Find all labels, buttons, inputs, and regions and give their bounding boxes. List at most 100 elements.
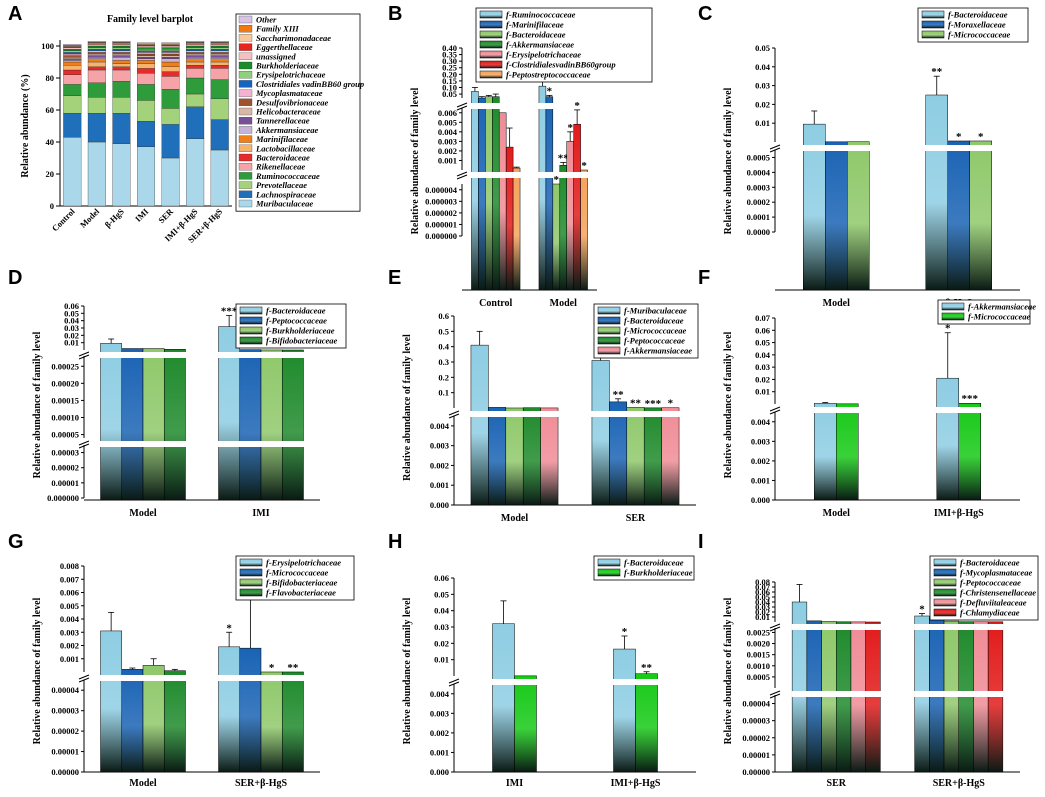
bar-break-gap [803,145,826,151]
legend-label: f-ClostridialesvadinBB60group [506,60,616,70]
stack-segment [211,99,229,120]
bar [492,97,499,290]
bar [948,141,970,290]
significance-label: * [547,85,553,97]
stack-segment [137,56,155,58]
bar-break-gap [958,691,974,697]
legend-swatch [240,589,262,596]
bar-break-gap [485,172,493,178]
panel-letter-c: C [698,3,712,25]
significance-label: *** [645,398,662,410]
legend-label: f-Bifidobacteriaceae [266,578,338,588]
y-tick-label: 0.003 [430,708,449,718]
stack-segment [88,41,106,42]
panel-d: D0.0000000.000010.000020.000030.000050.0… [8,267,346,519]
y-tick-label: 0.08 [755,577,770,587]
legend-swatch [239,200,252,207]
stack-segment [186,49,204,51]
bar [546,97,553,290]
bar-break-gap [239,441,261,447]
y-tick-label: 0.00004 [51,685,79,695]
bar-break-gap [492,172,500,178]
stack-segment [88,67,106,70]
legend-label: f-Flavobacteriaceae [266,588,336,598]
stack-segment [88,48,106,50]
bar-break-gap [635,679,658,685]
bar-break-gap [814,407,837,413]
stack-segment [88,52,106,54]
panel-letter-b: B [388,3,402,25]
stack-segment [137,49,155,51]
legend-swatch [239,34,252,41]
bar [636,674,658,772]
bar-break-gap [792,691,808,697]
legend-swatch [934,589,956,596]
legend-label: f-Christensenellaceae [960,588,1036,598]
panel-h: H0.0000.0010.0020.0030.0040.010.020.030.… [388,531,696,789]
bar [506,147,513,290]
legend-label: f-Bacteroidaceae [948,10,1008,20]
legend-swatch [239,80,252,87]
bar-break-gap [988,691,1004,697]
y-tick-label: 0.001 [438,155,457,165]
stack-segment [88,46,106,48]
legend-label: f-Moraxellaceae [948,20,1006,30]
bar [836,404,858,500]
stack-segment [211,56,229,58]
legend-label: f-Bacteroidaceae [624,316,684,326]
stack-segment [63,59,81,61]
bar-break-gap [121,441,143,447]
legend-swatch [598,569,620,576]
stack-segment [211,41,229,42]
stack-segment [113,57,131,60]
y-tick-label: 0.001 [430,747,449,757]
legend-swatch [239,90,252,97]
y-tick-label: 0.03 [434,622,449,632]
y-tick-label: 0.001 [60,654,79,664]
legend-swatch [239,53,252,60]
y-tick-label: 0.01 [755,387,770,397]
bar [261,672,282,772]
bar-break-gap [836,624,852,630]
legend-label: f-Peptococcaceae [960,578,1021,588]
bar [553,184,560,290]
stack-segment [63,57,81,59]
bar-break-gap [914,624,930,630]
y-tick-label: 0.02 [755,374,770,384]
bar-break-gap [865,691,881,697]
y-tick-label: 0.00001 [51,478,79,488]
stack-segment [162,51,180,53]
x-tick-label: Model [501,513,528,524]
stack-segment [88,54,106,56]
legend-label: f-Micrococcaceae [968,312,1031,322]
y-tick-label: 0.00000 [742,767,770,777]
stack-segment [137,73,155,84]
legend-swatch [239,145,252,152]
legend-swatch [239,172,252,179]
bar-break-gap [100,441,122,447]
stack-segment [186,68,204,78]
stack-segment [162,62,180,67]
x-tick-label: SER+β-HgS [235,778,288,789]
x-tick-label: Model [823,298,850,309]
y-tick-label: 0.07 [755,313,771,323]
bar [567,141,574,290]
x-tick-label: IMI [506,778,523,789]
significance-label: * [567,122,573,134]
legend-label: f-Bacteroidaceae [960,558,1020,568]
bar-break-gap [218,352,240,358]
stack-segment [186,78,204,94]
legend-swatch [239,163,252,170]
legend-swatch [922,31,944,38]
bar-break-gap [143,441,165,447]
y-tick-label: 0.4 [438,342,449,352]
y-tick-label: 0.000 [430,500,449,510]
stack-segment [137,51,155,53]
legend-label: Muribaculaceae [255,199,313,209]
bar-break-gap [545,103,553,109]
significance-label: * [622,626,628,638]
bar-break-gap [506,172,514,178]
legend-label: f-Defluviitaleaceae [960,598,1027,608]
bar-break-gap [559,172,567,178]
